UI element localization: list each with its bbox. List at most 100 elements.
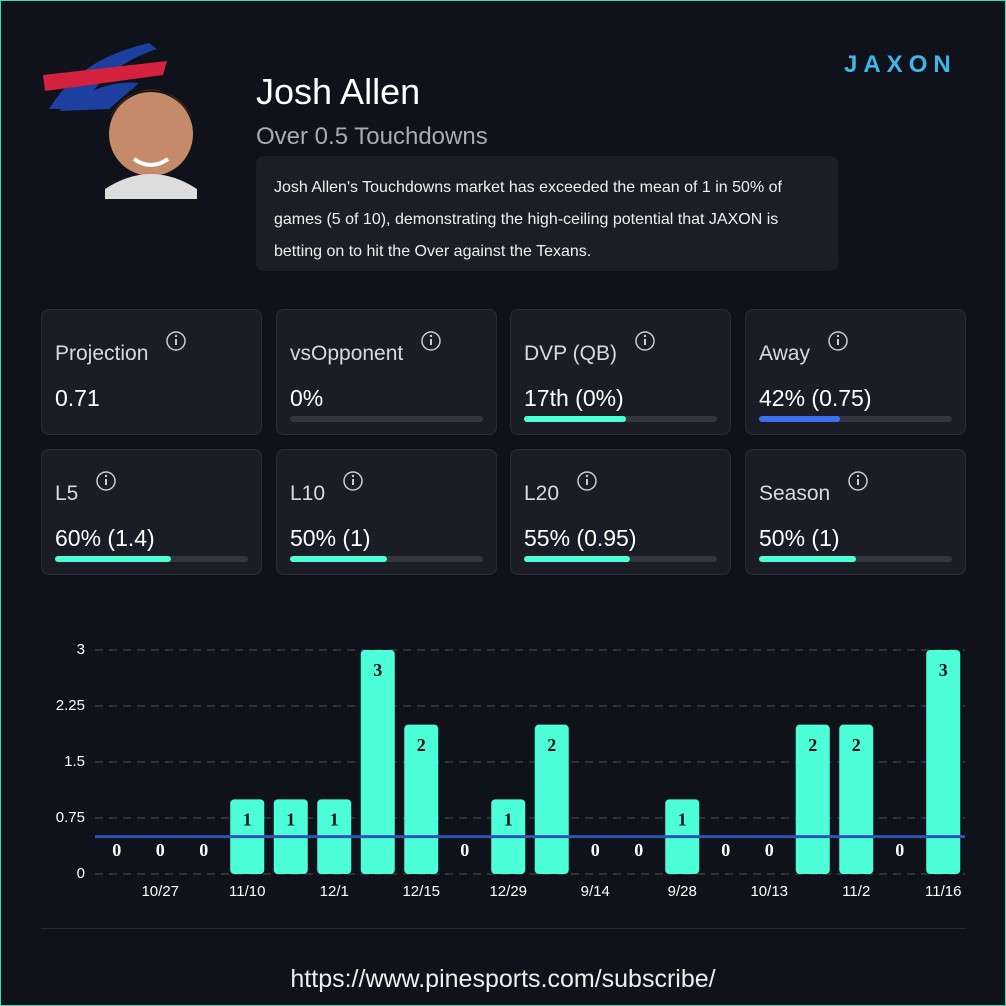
bar-value-label: 2	[547, 735, 556, 755]
y-tick-label: 2.25	[56, 697, 85, 714]
brand-logo: JAXON	[844, 51, 957, 78]
stat-card: Season 50% (1)	[745, 449, 966, 575]
info-icon	[421, 331, 441, 351]
info-ring	[635, 331, 655, 351]
info-ring	[848, 471, 868, 491]
progress-track	[290, 416, 483, 422]
bar-value-label: 0	[721, 840, 730, 860]
y-tick-label: 0.75	[56, 809, 85, 826]
progress-track	[524, 416, 717, 422]
x-tick-label: 10/13	[750, 883, 788, 900]
stat-card: DVP (QB) 17th (0%)	[510, 309, 731, 435]
info-icon	[577, 471, 597, 491]
divider	[41, 928, 965, 929]
info-icon	[343, 471, 363, 491]
x-tick-label: 12/1	[320, 883, 349, 900]
x-tick-label: 9/14	[581, 883, 610, 900]
info-ring	[828, 331, 848, 351]
card-label: L10	[290, 482, 326, 505]
card-value: 60% (1.4)	[55, 525, 155, 551]
stat-card: L5 60% (1.4)	[41, 449, 262, 575]
bar-value-label: 2	[808, 735, 817, 755]
info-dot	[105, 474, 108, 478]
card-label: DVP (QB)	[524, 342, 617, 365]
card-label: L5	[55, 482, 79, 505]
info-dot	[857, 474, 860, 478]
bar-value-label: 2	[417, 735, 426, 755]
bar	[926, 650, 961, 874]
progress-track	[55, 556, 248, 562]
bar-value-label: 3	[373, 660, 382, 680]
info-ring	[577, 471, 597, 491]
player-name: Josh Allen	[256, 71, 421, 112]
bar-value-label: 2	[852, 735, 861, 755]
card-value: 42% (0.75)	[759, 385, 872, 411]
card-label: Season	[759, 482, 831, 505]
stat-card: L10 50% (1)	[276, 449, 497, 575]
x-tick-label: 11/10	[229, 883, 265, 900]
bar-value-label: 0	[591, 840, 600, 860]
bar-value-label: 0	[460, 840, 469, 860]
bar-value-label: 0	[634, 840, 643, 860]
x-tick-label: 12/15	[402, 883, 440, 900]
progress-track	[759, 556, 952, 562]
card-value: 0.71	[55, 385, 100, 411]
x-tick-label: 12/29	[489, 883, 527, 900]
x-tick-label: 11/16	[925, 883, 961, 900]
progress-fill	[759, 556, 856, 562]
x-tick-label: 10/27	[141, 883, 179, 900]
subscribe-url[interactable]: https://www.pinesports.com/subscribe/	[290, 965, 716, 993]
card-value: 50% (1)	[759, 525, 840, 551]
stat-card: vsOpponent 0%	[276, 309, 497, 435]
team-and-player-art	[43, 43, 197, 199]
bar-value-label: 0	[895, 840, 904, 860]
card-value: 17th (0%)	[524, 385, 624, 411]
info-dot	[430, 334, 433, 338]
y-tick-label: 1.5	[64, 753, 85, 770]
info-icon	[166, 331, 187, 351]
info-icon	[828, 331, 848, 351]
y-tick-label: 3	[77, 641, 85, 658]
bar-value-label: 0	[112, 840, 121, 860]
x-tick-label: 11/2	[842, 883, 870, 900]
progress-track	[759, 416, 952, 422]
card-label: Projection	[55, 342, 149, 365]
card-label: L20	[524, 482, 560, 505]
x-tick-label: 9/28	[668, 883, 697, 900]
bar-value-label: 1	[330, 809, 339, 829]
market: Over 0.5 Touchdowns	[256, 123, 488, 150]
info-dot	[643, 334, 647, 338]
card-value: 0%	[290, 385, 324, 411]
stat-card: L20 55% (0.95)	[510, 449, 731, 575]
chart: 0 0.75 1.5 2.25 3 0 10/27 0 0 11/10 1 1 12/1 1 3 12/15 2…	[56, 641, 965, 900]
info-dot	[585, 474, 589, 478]
card-label: vsOpponent	[290, 342, 404, 365]
progress-track	[524, 556, 717, 562]
bar-value-label: 1	[243, 809, 252, 829]
progress-track	[290, 556, 483, 562]
bar	[360, 650, 395, 874]
card-label: Away	[759, 342, 810, 365]
info-dot	[175, 334, 178, 338]
info-dot	[351, 474, 355, 478]
info-icon	[635, 331, 655, 351]
stat-card: Away 42% (0.75)	[745, 309, 966, 435]
progress-fill	[759, 416, 841, 422]
card-value: 50% (1)	[290, 525, 371, 551]
info-ring	[421, 331, 441, 351]
bar-value-label: 3	[939, 660, 948, 680]
progress-fill	[55, 556, 171, 562]
info-ring	[96, 471, 117, 491]
progress-fill	[524, 556, 631, 562]
info-dot	[836, 334, 840, 338]
info-ring	[166, 331, 187, 351]
info-icon	[96, 471, 117, 491]
bar-value-label: 1	[504, 809, 513, 829]
progress-fill	[290, 556, 387, 562]
y-tick-label: 0	[77, 865, 85, 882]
bar-value-label: 0	[199, 840, 208, 860]
description: Josh Allen's Touchdowns market has excee…	[256, 156, 838, 271]
info-icon	[848, 471, 868, 491]
bar-value-label: 1	[678, 809, 687, 829]
